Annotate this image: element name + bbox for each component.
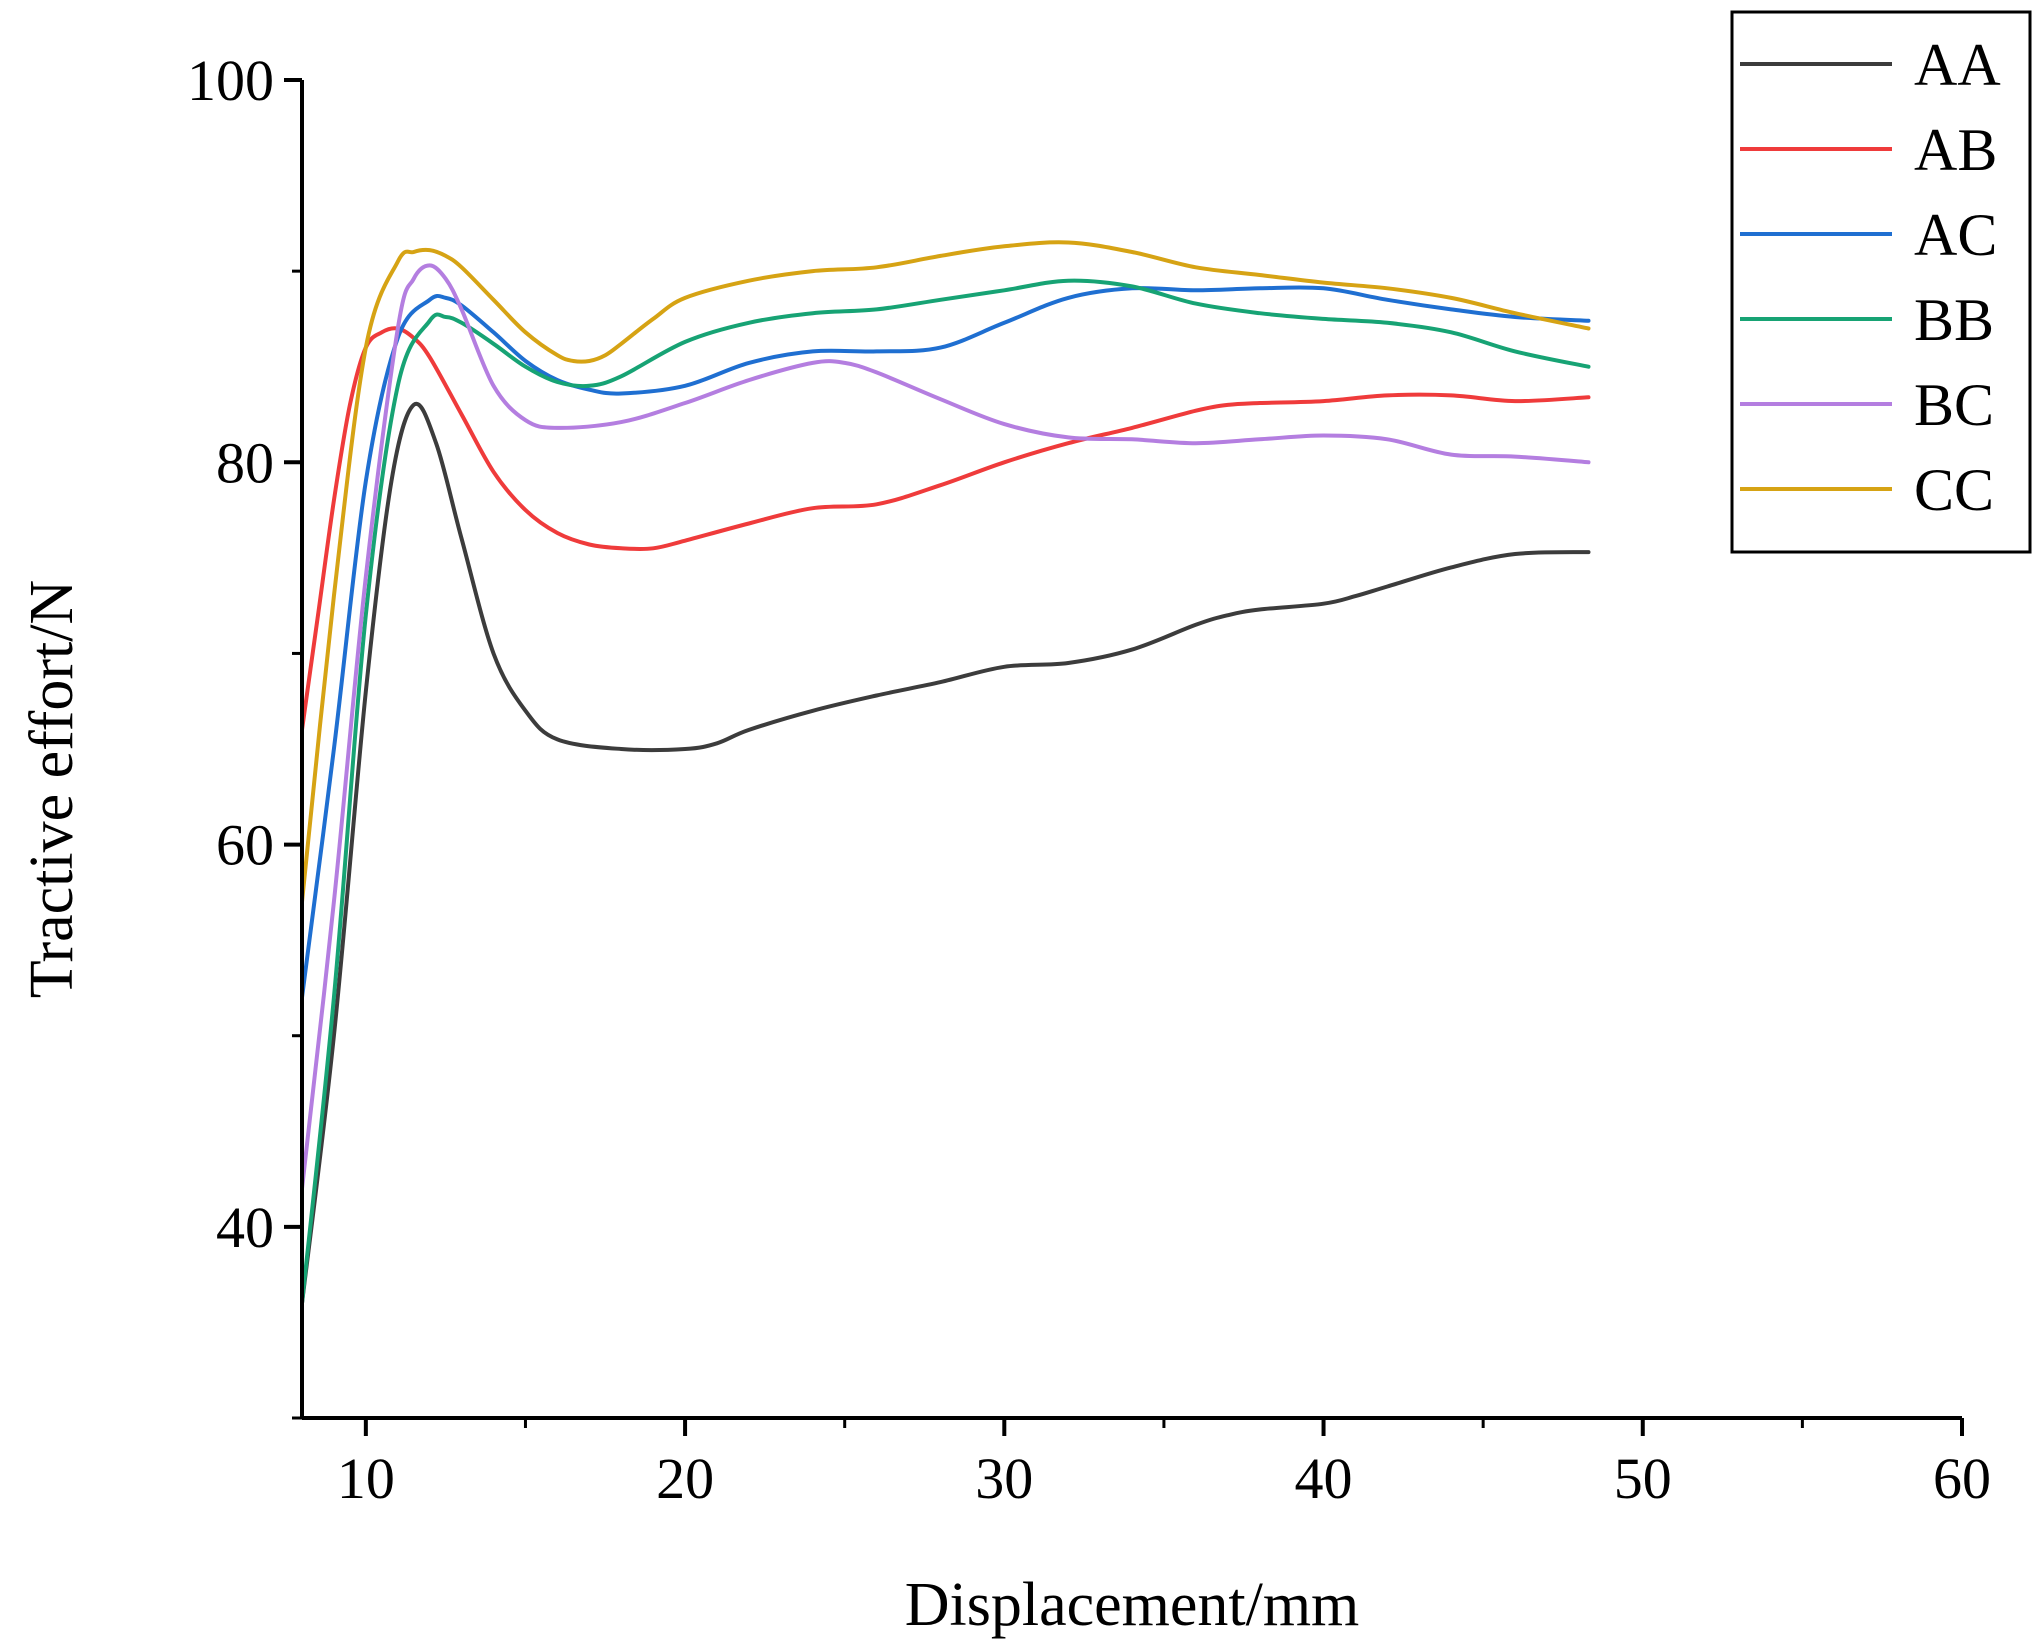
axes bbox=[300, 80, 1962, 1420]
x-tick-label: 20 bbox=[656, 1446, 714, 1511]
series-line-bc bbox=[300, 263, 1591, 1191]
legend-label-ac: AC bbox=[1914, 202, 1997, 268]
legend: AA AB AC BB BC CC bbox=[1730, 10, 2032, 554]
series-line-cc bbox=[300, 240, 1591, 904]
y-tick-label: 60 bbox=[216, 813, 274, 878]
y-tick-label: 40 bbox=[216, 1195, 274, 1260]
axis-ticks: 10 20 30 40 50 60 40 60 80 100 bbox=[187, 48, 1991, 1511]
x-tick-label: 50 bbox=[1614, 1446, 1672, 1511]
legend-frame bbox=[1730, 10, 2032, 554]
legend-label-bc: BC bbox=[1914, 372, 1994, 438]
legend-label-ab: AB bbox=[1914, 117, 1997, 183]
series-line-aa bbox=[300, 401, 1591, 1306]
legend-label-bb: BB bbox=[1914, 287, 1994, 353]
series-lines bbox=[300, 240, 1591, 1306]
y-axis-title: Tractive effort/N bbox=[18, 580, 86, 998]
y-tick-label: 100 bbox=[187, 48, 274, 113]
x-tick-label: 30 bbox=[975, 1446, 1033, 1511]
legend-label-aa: AA bbox=[1914, 32, 2001, 98]
x-tick-label: 40 bbox=[1295, 1446, 1353, 1511]
series-line-bb bbox=[300, 278, 1591, 1306]
legend-label-cc: CC bbox=[1914, 457, 1994, 523]
x-tick-label: 10 bbox=[337, 1446, 395, 1511]
x-tick-label: 60 bbox=[1933, 1446, 1991, 1511]
x-axis-title: Displacement/mm bbox=[905, 1571, 1360, 1639]
series-line-ab bbox=[300, 326, 1591, 732]
y-tick-label: 80 bbox=[216, 430, 274, 495]
